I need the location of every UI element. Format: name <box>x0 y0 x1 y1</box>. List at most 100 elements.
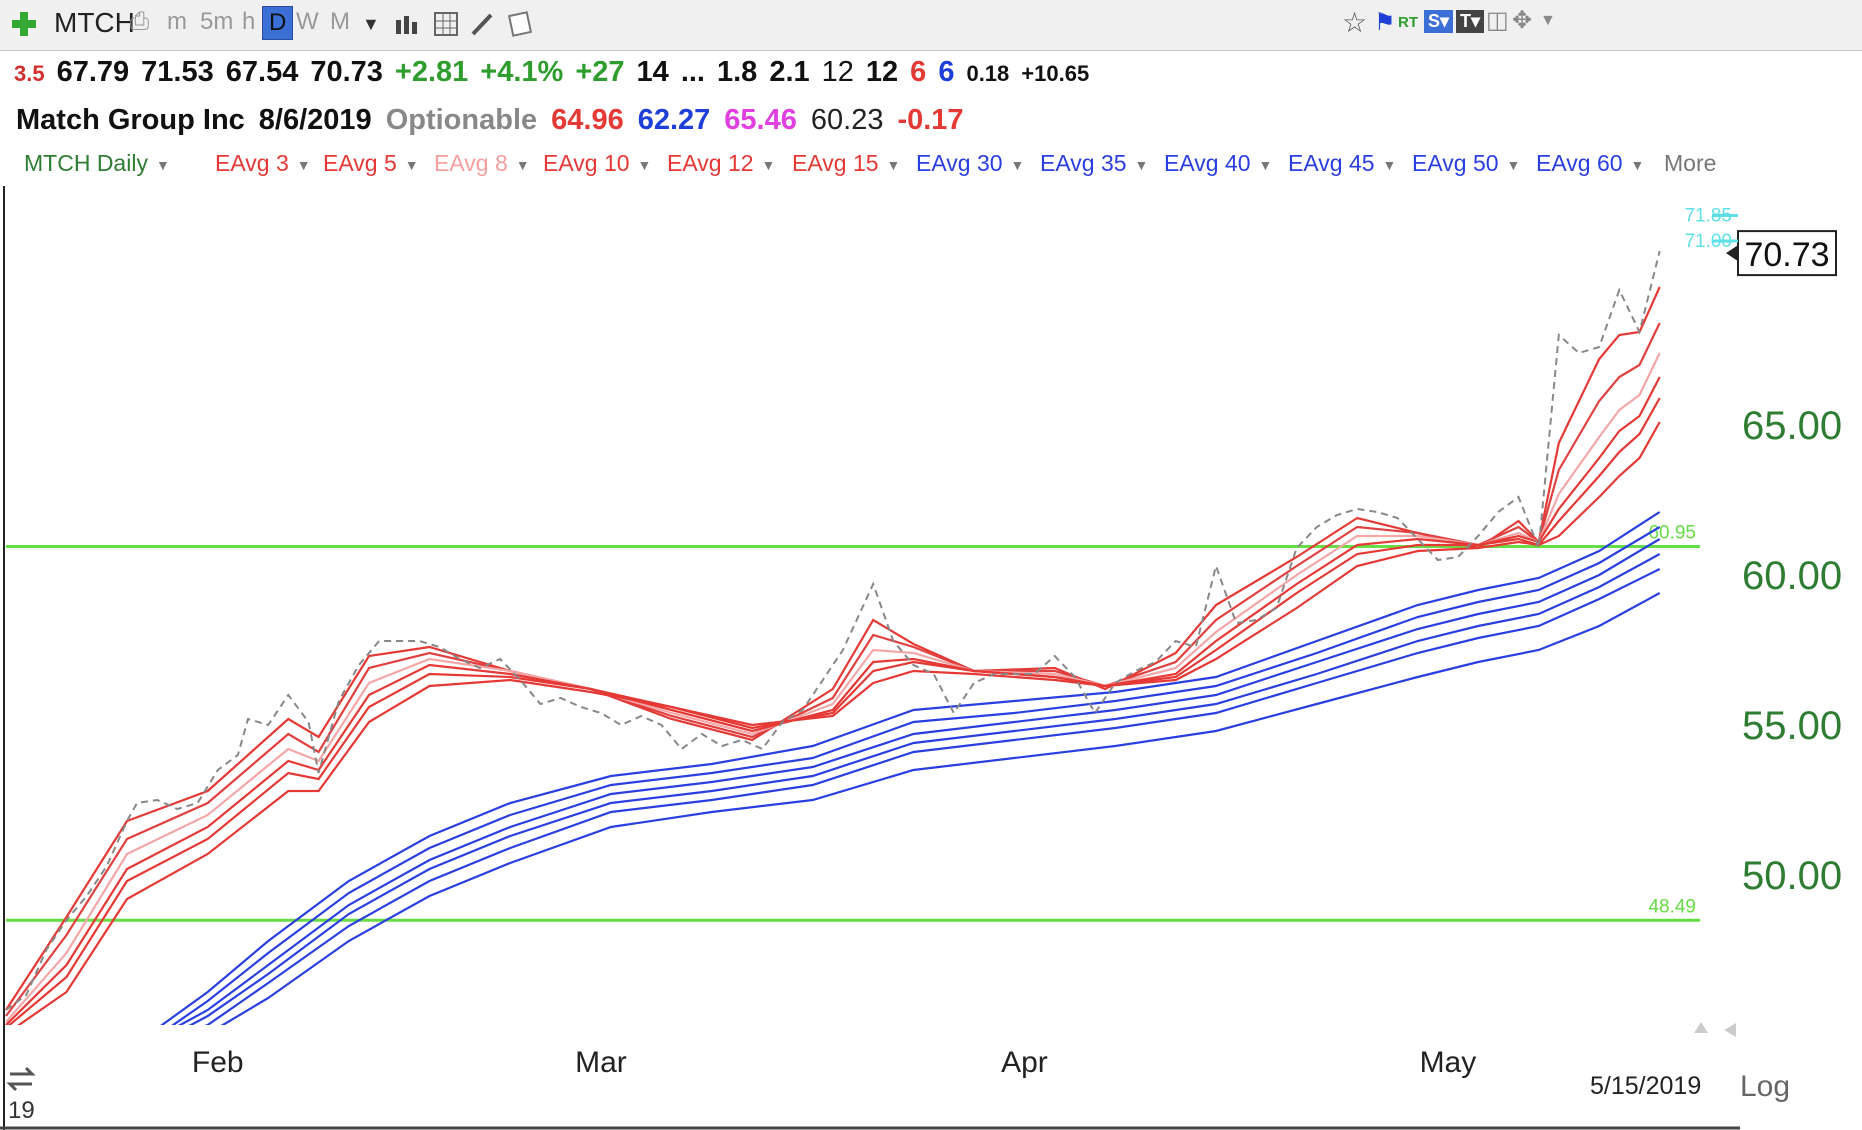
chart-style-icon[interactable] <box>394 12 422 36</box>
price-line <box>5 250 1661 1011</box>
quote-line-1: 3.5 67.79 71.53 67.54 70.73 +2.81 +4.1% +27 14..… <box>14 56 1101 89</box>
legend-item[interactable]: EAvg 3 ▼ <box>215 150 311 177</box>
legend-item[interactable]: EAvg 8 ▼ <box>434 150 530 177</box>
legend-item-label: EAvg 12 <box>667 150 754 176</box>
legend-item[interactable]: EAvg 40 ▼ <box>1164 150 1272 177</box>
x-tick-label: Mar <box>575 1046 627 1079</box>
legend-item-label: EAvg 5 <box>323 150 397 176</box>
dropdown-arrow-icon[interactable]: ▼ <box>1506 156 1521 173</box>
dropdown-arrow-icon[interactable]: ▼ <box>761 156 776 173</box>
legend-item[interactable]: EAvg 12 ▼ <box>667 150 775 177</box>
ema-line-1 <box>5 322 1661 1017</box>
legend-item[interactable]: EAvg 50 ▼ <box>1412 150 1520 177</box>
interval-5-minute[interactable]: 5m <box>200 8 234 35</box>
y-tick-label: 50.00 <box>1742 854 1842 898</box>
dropdown-arrow-icon[interactable]: ▼ <box>515 156 530 173</box>
trade-s-icon[interactable]: S▾ <box>1424 10 1454 33</box>
legend-item[interactable]: EAvg 5 ▼ <box>323 150 419 177</box>
quote2-value: 60.23 <box>810 104 884 136</box>
legend-item[interactable]: EAvg 45 ▼ <box>1288 150 1396 177</box>
log-scale-toggle[interactable]: Log <box>1740 1070 1790 1103</box>
dropdown-arrow-icon[interactable]: ▼ <box>1382 156 1397 173</box>
flag-icon[interactable]: ⚑ <box>1374 9 1396 36</box>
window-menu-icon[interactable]: ▼ <box>1540 12 1556 29</box>
dropdown-arrow-icon[interactable]: ▼ <box>1630 156 1645 173</box>
dropdown-arrow-icon[interactable]: ▼ <box>296 156 311 173</box>
dropdown-arrow-icon[interactable]: ▼ <box>1258 156 1273 173</box>
ema-line-10 <box>204 568 1661 1025</box>
studies-icon[interactable] <box>432 10 460 38</box>
ema-line-6 <box>160 511 1661 1025</box>
quote1-value: 3.5 <box>14 61 45 86</box>
last-price-box <box>1737 230 1837 277</box>
last-price-label: 70.73 <box>1744 236 1829 274</box>
quote1-value: 14 <box>636 56 669 88</box>
legend-item-label: EAvg 10 <box>543 150 630 176</box>
ema-line-5 <box>17 421 1661 1025</box>
scroll-up-icon[interactable] <box>1694 1022 1708 1033</box>
legend-item-label: EAvg 30 <box>916 150 1003 176</box>
ema-line-3 <box>5 376 1661 1025</box>
quote2-value: -0.17 <box>897 104 964 136</box>
quote1-value: +10.65 <box>1021 61 1090 86</box>
draw-pencil-icon[interactable] <box>468 10 496 38</box>
y-tick-label: 65.00 <box>1742 404 1842 448</box>
ema-line-0 <box>5 286 1661 1011</box>
legend-item-label: EAvg 35 <box>1040 150 1127 176</box>
notes-icon[interactable] <box>506 10 534 38</box>
save-icon[interactable]: ◫ <box>1486 7 1509 34</box>
legend-item-label: EAvg 40 <box>1164 150 1251 176</box>
quote1-value: 6 <box>938 56 955 88</box>
dropdown-arrow-icon[interactable]: ▼ <box>886 156 901 173</box>
legend-item[interactable]: EAvg 10 ▼ <box>543 150 651 177</box>
interval-weekly[interactable]: W <box>296 8 319 35</box>
overlay-label: 71.85 <box>1684 206 1732 227</box>
quote1-value: 12 <box>865 56 899 88</box>
ema-line-9 <box>188 553 1661 1025</box>
toolbar: ⎙ m 5m h D W M ▼ ☆ ⚑ RT S▾ T▾ ◫ ✥ ▼ <box>0 0 1862 51</box>
dropdown-arrow-icon[interactable]: ▼ <box>1134 156 1149 173</box>
dropdown-arrow-icon[interactable]: ▼ <box>404 156 419 173</box>
y-tick-label: 55.00 <box>1742 704 1842 748</box>
legend-item[interactable]: EAvg 15 ▼ <box>792 150 900 177</box>
move-icon[interactable]: ✥ <box>1512 7 1533 34</box>
x-tick-label: Apr <box>1001 1046 1048 1079</box>
legend-item-label: EAvg 50 <box>1412 150 1499 176</box>
realtime-label: RT <box>1398 14 1418 31</box>
dropdown-arrow-icon[interactable]: ▼ <box>1010 156 1025 173</box>
interval-hour[interactable]: h <box>242 8 256 35</box>
interval-dropdown-icon[interactable]: ▼ <box>362 14 380 34</box>
legend-item[interactable]: EAvg 60 ▼ <box>1536 150 1644 177</box>
quote1-value: 2.1 <box>769 56 810 88</box>
level-label-0: 60.95 <box>1648 523 1696 544</box>
interval-minute[interactable]: m <box>167 8 187 35</box>
legend-item[interactable]: MTCH Daily ▼ <box>24 150 170 177</box>
legend-item[interactable]: EAvg 35 ▼ <box>1040 150 1148 177</box>
y-tick-label: 60.00 <box>1742 554 1842 598</box>
trade-t-icon[interactable]: T▾ <box>1456 10 1485 33</box>
quote1-value: 1.8 <box>716 56 758 88</box>
symbol-input[interactable] <box>54 6 154 40</box>
dropdown-arrow-icon[interactable]: ▼ <box>637 156 652 173</box>
add-symbol-icon[interactable] <box>10 10 38 38</box>
quote2-value: 62.27 <box>637 104 711 136</box>
quote1-value: 70.73 <box>310 56 383 88</box>
scroll-left-icon[interactable] <box>1724 1023 1736 1037</box>
ema-line-4 <box>7 397 1661 1025</box>
print-icon[interactable]: ⎙ <box>130 8 150 35</box>
legend-item[interactable]: EAvg 30 ▼ <box>916 150 1024 177</box>
refresh-icon[interactable] <box>6 1066 36 1092</box>
x-tick-label: May <box>1420 1046 1477 1079</box>
quote2-value: 64.96 <box>551 104 624 136</box>
legend-item-label: EAvg 60 <box>1536 150 1623 176</box>
interval-monthly[interactable]: M <box>330 8 350 35</box>
favorite-star-icon[interactable]: ☆ <box>1342 7 1368 38</box>
quote1-value: 0.18 <box>966 61 1010 86</box>
quote1-value: 67.54 <box>225 56 299 88</box>
legend-item[interactable]: More <box>1664 150 1716 177</box>
dropdown-arrow-icon[interactable]: ▼ <box>155 156 170 173</box>
legend-item-label: MTCH Daily <box>24 150 148 176</box>
quote1-value: +2.81 <box>394 56 469 88</box>
legend-item-label: More <box>1664 150 1717 176</box>
interval-daily[interactable]: D <box>262 6 294 40</box>
